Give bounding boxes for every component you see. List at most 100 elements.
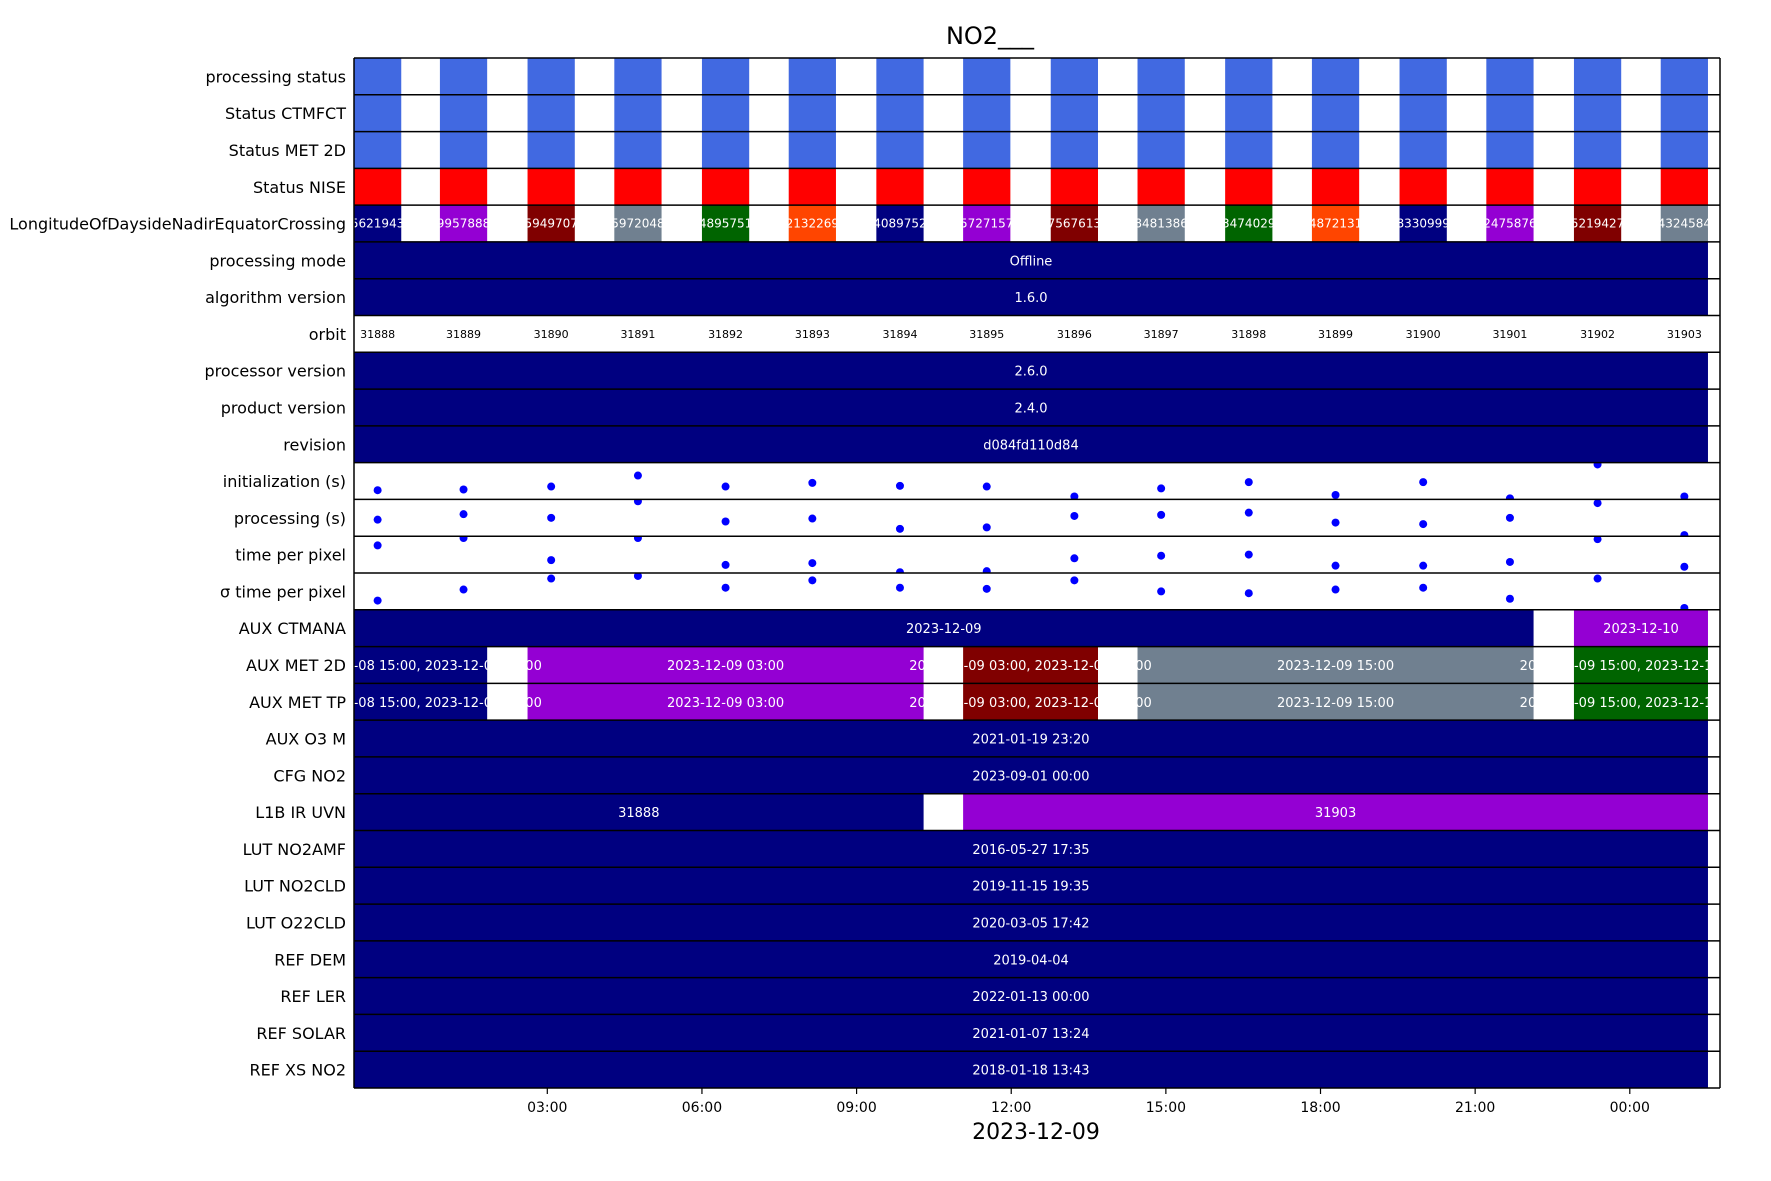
segment-label: 2023-12-09 15:00	[1277, 659, 1394, 674]
segment-bar	[1137, 683, 1534, 721]
status-cell	[876, 58, 924, 95]
status-cell	[1137, 168, 1185, 206]
status-cell	[1486, 131, 1534, 169]
value-label: …5949707…	[512, 217, 589, 231]
row-label: processing (s)	[234, 509, 346, 528]
data-point	[1157, 510, 1166, 519]
status-cell	[527, 58, 575, 95]
orbit-label: 31895	[969, 328, 1004, 341]
data-point	[1331, 518, 1340, 527]
status-cell	[1486, 58, 1534, 95]
value-cell	[1311, 205, 1360, 242]
segment-bar	[1137, 646, 1534, 684]
status-cell	[527, 94, 575, 132]
row-label: revision	[283, 435, 346, 454]
segment-bar	[354, 609, 1534, 647]
segment-label: 2023-09-01 00:00	[972, 769, 1089, 784]
segment-bar	[354, 1051, 1708, 1088]
segment-label: 2023-12-09 15:00, 2023-12-10 03:00	[1520, 696, 1763, 711]
row-label: REF DEM	[274, 950, 346, 969]
status-cell	[354, 58, 402, 95]
data-point	[1244, 508, 1253, 517]
data-point	[459, 536, 468, 543]
segment-label: 2023-12-09 15:00	[1277, 696, 1394, 711]
row-label: AUX MET TP	[249, 693, 346, 712]
status-cell	[963, 168, 1011, 206]
x-tick-label: 06:00	[682, 1100, 722, 1116]
value-label: …4324584…	[1646, 217, 1723, 231]
data-point	[982, 482, 991, 491]
orbit-label: 31902	[1580, 328, 1615, 341]
data-point	[373, 541, 382, 550]
data-point	[1419, 520, 1428, 529]
row-status-met-2d	[354, 131, 1708, 169]
status-cell	[1050, 131, 1098, 169]
value-label: …3474029…	[1210, 217, 1287, 231]
data-point	[1680, 562, 1689, 571]
status-cell	[1660, 131, 1708, 169]
status-cell	[963, 131, 1011, 169]
orbit-label: 31896	[1057, 328, 1092, 341]
row-lut-no2cld: 2019-11-15 19:35	[354, 867, 1708, 905]
row-label: Status NISE	[253, 178, 346, 197]
segment-label: 2023-12-08 15:00, 2023-12-09 03:00	[299, 696, 542, 711]
status-cell	[1399, 94, 1447, 132]
status-cell	[354, 94, 402, 132]
row-label: algorithm version	[205, 288, 346, 307]
row-status-nise	[354, 168, 1708, 206]
segment-bar	[354, 683, 488, 721]
value-cell	[1399, 205, 1447, 242]
data-point	[633, 471, 642, 480]
x-tick-label: 15:00	[1146, 1100, 1186, 1116]
row-label: LUT O22CLD	[246, 913, 346, 932]
value-cell	[876, 205, 924, 242]
segment-bar	[354, 940, 1708, 978]
segment-label: 2023-12-08 15:00, 2023-12-09 03:00	[299, 659, 542, 674]
status-cell	[701, 94, 750, 132]
segment-label: 31903	[1315, 806, 1356, 821]
status-cell	[1311, 131, 1360, 169]
segment-bar	[1573, 646, 1708, 684]
status-cell	[876, 94, 924, 132]
status-cell	[1311, 94, 1360, 132]
value-cell	[963, 205, 1011, 242]
segment-label: 2.4.0	[1014, 401, 1047, 416]
value-label: …2475876…	[1471, 217, 1548, 231]
row-label: AUX CTMANA	[239, 619, 346, 638]
segment-bar	[354, 830, 1708, 868]
data-point	[373, 486, 382, 495]
status-cell	[701, 131, 750, 169]
value-label: …2132269…	[774, 217, 851, 231]
data-point	[1419, 561, 1428, 570]
data-point	[721, 583, 730, 592]
value-cell	[788, 205, 836, 242]
data-point	[1070, 554, 1079, 563]
segment-bar	[354, 352, 1708, 390]
status-cell	[701, 58, 750, 95]
status-cell	[354, 168, 402, 206]
status-cell	[788, 168, 836, 206]
x-axis-label: 2023-12-09	[972, 1120, 1100, 1145]
data-point	[1070, 492, 1079, 500]
status-cell	[614, 131, 662, 169]
status-cell	[701, 168, 750, 206]
data-point	[982, 567, 991, 574]
row-label: initialization (s)	[223, 472, 346, 491]
segment-label: Offline	[1010, 254, 1053, 269]
data-point	[721, 560, 730, 569]
data-point	[808, 514, 817, 523]
row-algorithm-version: 1.6.0	[354, 278, 1708, 316]
status-cell	[1050, 58, 1098, 95]
row-aux-met-2d: 2023-12-08 15:00, 2023-12-09 03:00 2023-1…	[299, 646, 1720, 684]
status-cell	[614, 168, 662, 206]
value-cell	[1225, 205, 1273, 242]
segment-bar	[1573, 683, 1708, 721]
segment-bar	[963, 646, 1098, 684]
status-cell	[788, 58, 836, 95]
segment-label: 2023-12-09 03:00, 2023-12-09 15:00	[909, 696, 1152, 711]
row-revision: d084fd110d84	[354, 425, 1708, 463]
row-ref-dem: 2019-04-04	[354, 940, 1708, 978]
status-cell	[614, 94, 662, 132]
data-point	[1593, 499, 1602, 508]
row-label: LongitudeOfDaysideNadirEquatorCrossing	[9, 215, 346, 234]
